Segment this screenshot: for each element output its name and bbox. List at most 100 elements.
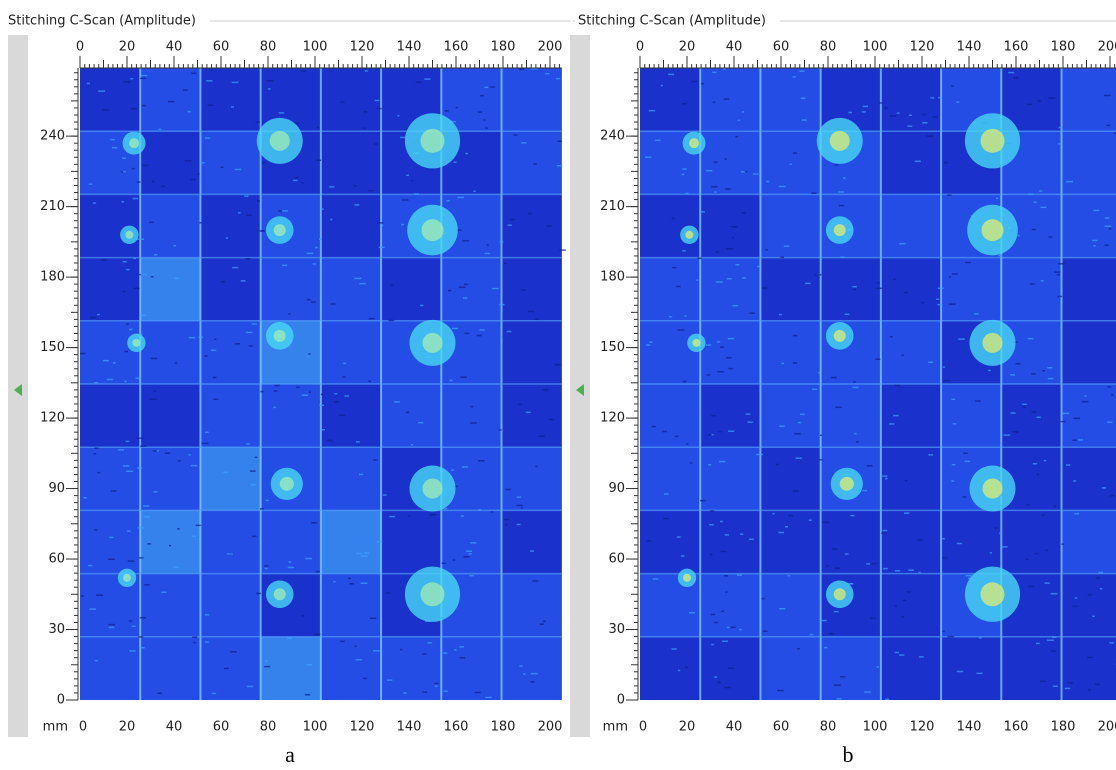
speckle (732, 304, 739, 307)
speckle (742, 277, 747, 279)
speckle (212, 376, 217, 379)
speckle (447, 289, 452, 292)
y-tick-label: 120 (600, 411, 625, 426)
speckle (177, 528, 180, 530)
defect-core (833, 329, 846, 342)
speckle (884, 107, 889, 109)
scan-block (1061, 510, 1116, 574)
speckle (316, 126, 319, 129)
speckle (1093, 209, 1100, 212)
scan-block (200, 194, 261, 258)
speckle (140, 646, 145, 649)
speckle (117, 449, 124, 451)
speckle (96, 594, 104, 596)
scan-block (1061, 68, 1116, 132)
x-tick-label-top: 40 (726, 40, 743, 55)
scan-block (501, 510, 562, 574)
speckle (209, 69, 213, 71)
y-tick-label: 240 (600, 129, 625, 144)
scan-block (640, 636, 701, 700)
speckle (811, 192, 817, 194)
scan-block (760, 194, 821, 258)
speckle (854, 432, 857, 435)
speckle (646, 540, 652, 542)
speckle (483, 119, 486, 121)
speckle (779, 607, 786, 610)
speckle (525, 411, 531, 414)
speckle (259, 508, 264, 510)
speckle (723, 68, 726, 70)
speckle (1013, 77, 1019, 79)
scan-block (501, 194, 562, 258)
speckle (761, 287, 768, 289)
speckle (320, 208, 324, 210)
scan-block (880, 131, 942, 195)
speckle (368, 380, 371, 383)
speckle (201, 442, 209, 445)
scan-block (501, 447, 562, 511)
speckle (530, 681, 535, 683)
scan-block (760, 131, 821, 195)
speckle (164, 452, 171, 454)
speckle (719, 346, 725, 348)
speckle (358, 473, 364, 476)
scan-block (640, 257, 701, 321)
speckle (131, 625, 136, 628)
speckle (191, 72, 197, 75)
scan-block (200, 636, 261, 700)
speckle (721, 610, 725, 613)
speckle (738, 628, 742, 631)
x-tick-label-bottom: 160 (444, 720, 469, 735)
speckle (415, 81, 422, 83)
speckle (1012, 341, 1019, 343)
speckle (355, 659, 362, 661)
speckle (519, 68, 525, 71)
speckle (1067, 682, 1074, 684)
scan-block (200, 573, 261, 637)
speckle (411, 179, 414, 182)
speckle (312, 263, 316, 265)
speckle (453, 161, 457, 163)
scan-block (80, 68, 141, 132)
speckle (334, 393, 338, 395)
speckle (775, 463, 780, 466)
speckle (792, 490, 799, 492)
speckle (143, 516, 151, 518)
speckle (1037, 100, 1042, 102)
speckle (885, 477, 888, 480)
speckle (832, 548, 837, 550)
speckle (835, 406, 842, 409)
speckle (461, 466, 469, 468)
speckle (315, 570, 320, 573)
speckle (417, 421, 424, 424)
speckle (870, 562, 877, 565)
speckle (1109, 642, 1115, 644)
speckle (329, 186, 335, 188)
speckle (747, 421, 753, 423)
speckle (389, 515, 396, 518)
speckle (799, 413, 805, 416)
speckle (458, 286, 466, 289)
speckle (722, 640, 728, 643)
speckle (126, 470, 134, 473)
speckle (783, 245, 790, 247)
speckle (292, 122, 300, 124)
speckle (893, 278, 896, 281)
scan-block (140, 510, 201, 574)
speckle (978, 637, 982, 639)
speckle (354, 277, 362, 280)
scan-block (381, 510, 442, 574)
scan-block (700, 447, 761, 511)
collapse-arrow (14, 384, 22, 396)
speckle (519, 665, 523, 667)
speckle (1022, 406, 1027, 408)
defect-core (273, 588, 286, 601)
speckle (138, 273, 142, 276)
speckle (429, 514, 437, 516)
speckle (204, 614, 210, 616)
speckle (368, 317, 375, 320)
speckle (645, 344, 651, 346)
speckle (820, 619, 827, 622)
speckle (875, 358, 881, 360)
speckle (744, 170, 748, 173)
